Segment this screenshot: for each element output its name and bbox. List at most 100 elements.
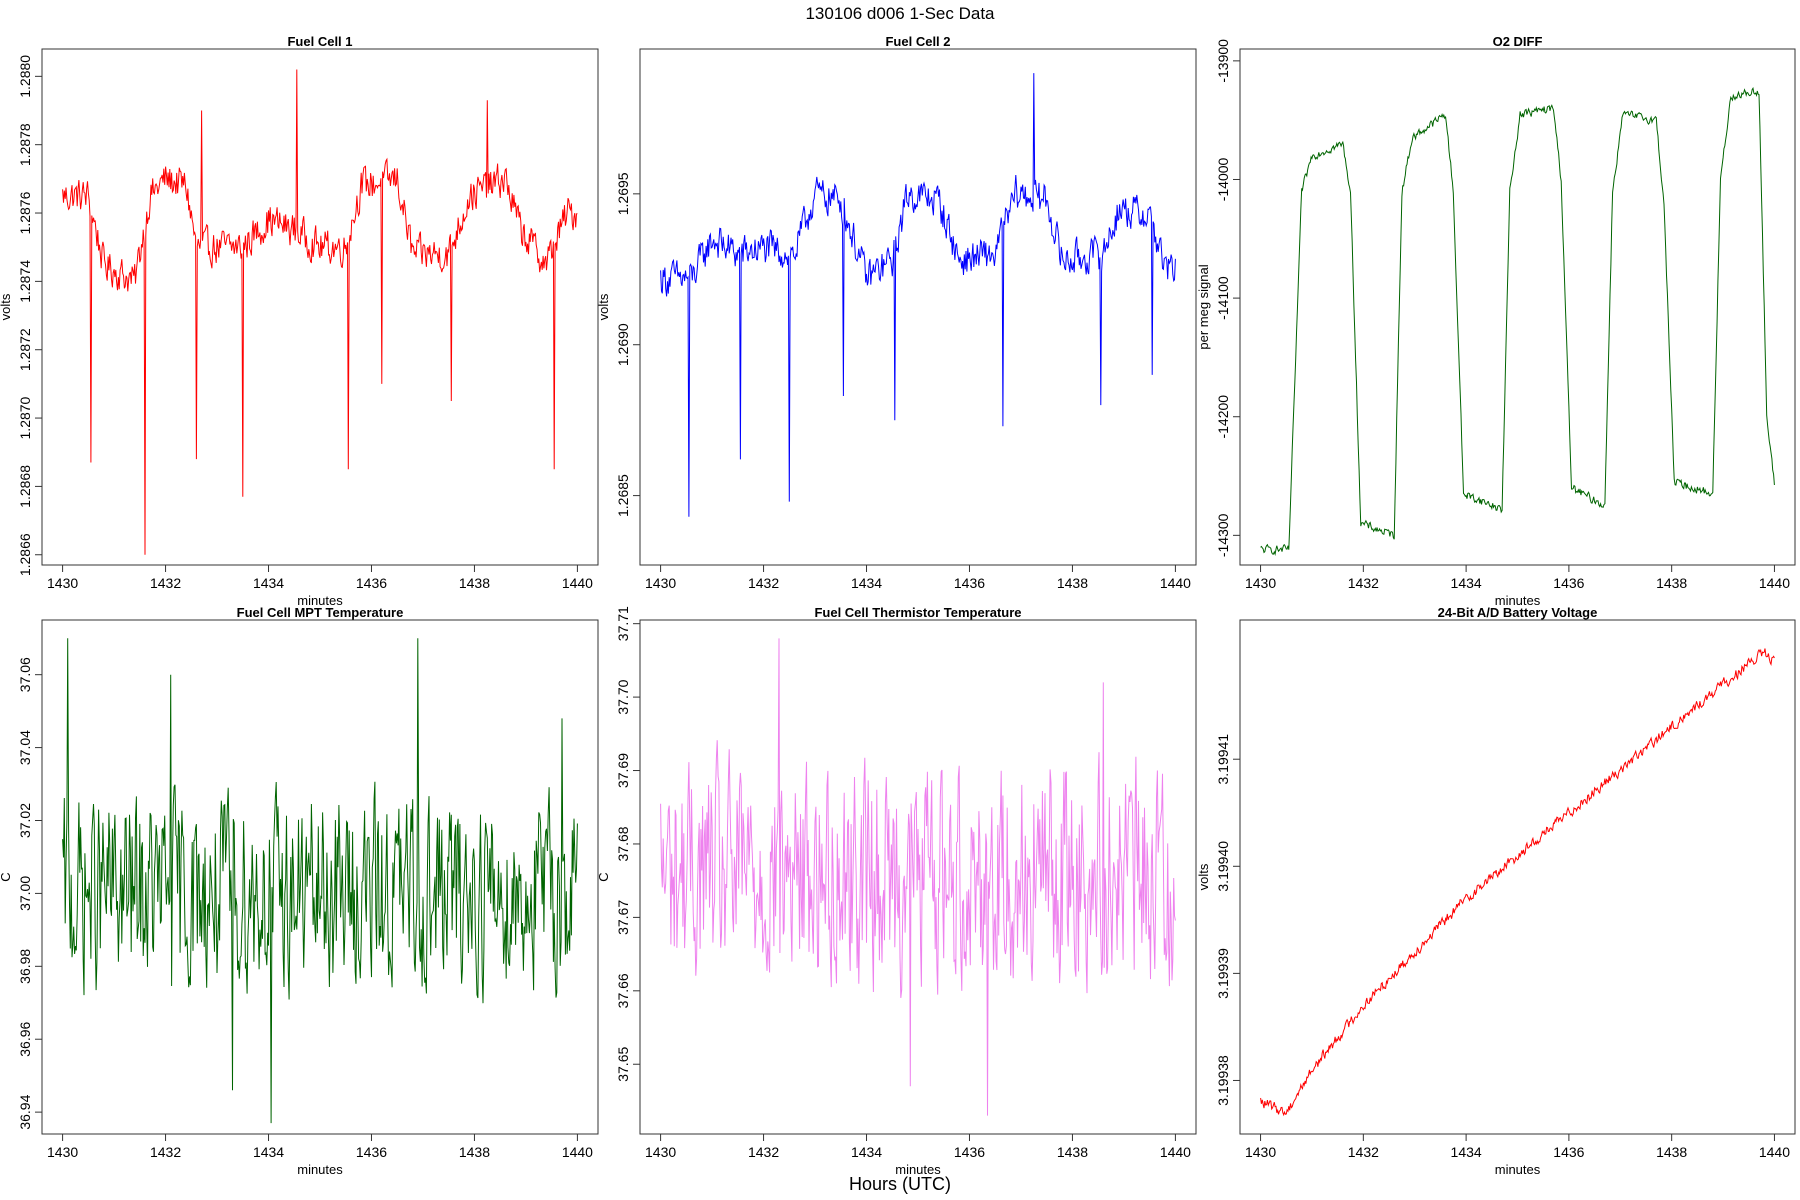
x-tick-label: 1434 <box>1451 575 1482 591</box>
x-tick-label: 1434 <box>253 1144 284 1160</box>
y-tick-label: 1.2878 <box>17 123 33 166</box>
panel-title: Fuel Cell Thermistor Temperature <box>814 605 1021 620</box>
y-tick-label: 3.19940 <box>1215 841 1231 892</box>
x-tick-label: 1436 <box>954 575 985 591</box>
y-tick-label: -14200 <box>1215 395 1231 439</box>
chart-panel-4: Fuel Cell MPT Temperature 1430 1432 1434 143… <box>0 605 599 1177</box>
y-tick-label: 3.19941 <box>1215 734 1231 785</box>
y-axis-label: volts <box>1196 863 1211 890</box>
x-axis-label: minutes <box>895 1162 941 1177</box>
x-axis-label: minutes <box>297 593 343 608</box>
x-tick-label: 1438 <box>1057 575 1088 591</box>
y-tick-label: 37.68 <box>615 826 631 861</box>
y-tick-label: 37.06 <box>17 657 33 692</box>
y-tick-label: -13900 <box>1215 39 1231 83</box>
x-tick-label: 1436 <box>356 575 387 591</box>
x-tick-label: 1432 <box>150 1144 181 1160</box>
x-tick-label: 1440 <box>562 575 593 591</box>
y-tick-label: -14000 <box>1215 157 1231 201</box>
x-axis-label: minutes <box>297 1162 343 1177</box>
y-axis-label: volts <box>596 293 611 320</box>
x-tick-label: 1432 <box>748 1144 779 1160</box>
y-tick-label: 1.2695 <box>615 172 631 215</box>
x-tick-label: 1430 <box>645 1144 676 1160</box>
x-tick-label: 1438 <box>1057 1144 1088 1160</box>
x-tick-label: 1438 <box>1656 1144 1687 1160</box>
x-tick-label: 1440 <box>562 1144 593 1160</box>
panel-title: Fuel Cell 2 <box>885 34 950 49</box>
plot-frame <box>639 619 1197 1135</box>
x-tick-label: 1430 <box>1245 1144 1276 1160</box>
chart-panels: Fuel Cell 1 1430 1432 1434 1436 1438 1440 minut… <box>0 34 1796 1177</box>
x-tick-label: 1430 <box>47 1144 78 1160</box>
y-tick-label: 1.2872 <box>17 328 33 371</box>
y-tick-label: 1.2876 <box>17 191 33 234</box>
chart-panel-3: O2 DIFF 1430 1432 1434 1436 1438 1440 minutes -1… <box>1196 34 1796 608</box>
x-tick-label: 1440 <box>1160 1144 1191 1160</box>
x-tick-label: 1436 <box>356 1144 387 1160</box>
series-line <box>62 638 578 1124</box>
panel-title: Fuel Cell 1 <box>287 34 352 49</box>
x-tick-label: 1440 <box>1160 575 1191 591</box>
y-tick-label: 37.00 <box>17 876 33 911</box>
y-tick-label: -14100 <box>1215 276 1231 320</box>
x-tick-label: 1436 <box>1553 575 1584 591</box>
chart-panel-2: Fuel Cell 2 1430 1432 1434 1436 1438 1440 1.268… <box>596 34 1197 591</box>
y-axis-label: volts <box>0 293 13 320</box>
plot-frame <box>1239 619 1796 1135</box>
y-tick-label: 1.2690 <box>615 323 631 366</box>
y-tick-label: 36.96 <box>17 1021 33 1056</box>
x-tick-label: 1430 <box>1245 575 1276 591</box>
x-tick-label: 1440 <box>1759 575 1790 591</box>
x-tick-label: 1432 <box>1348 1144 1379 1160</box>
y-tick-label: 36.98 <box>17 949 33 984</box>
series-line <box>660 73 1176 517</box>
y-axis-label: C <box>0 872 13 881</box>
series-line <box>1260 648 1775 1117</box>
y-tick-label: 36.94 <box>17 1094 33 1129</box>
chart-panel-6: 24-Bit A/D Battery Voltage 1430 1432 1434 14… <box>1196 605 1796 1177</box>
y-tick-label: 3.19939 <box>1215 948 1231 999</box>
x-tick-label: 1438 <box>459 1144 490 1160</box>
x-axis-label: minutes <box>1495 1162 1541 1177</box>
plot-frame <box>1239 48 1796 566</box>
panel-title: 24-Bit A/D Battery Voltage <box>1438 605 1598 620</box>
x-tick-label: 1436 <box>954 1144 985 1160</box>
y-tick-label: 1.2870 <box>17 396 33 439</box>
x-tick-label: 1438 <box>459 575 490 591</box>
y-tick-label: 1.2874 <box>17 260 33 303</box>
chart-panel-5: Fuel Cell Thermistor Temperature 1430 1432… <box>596 605 1197 1177</box>
y-tick-label: 37.02 <box>17 803 33 838</box>
plot-frame <box>639 48 1197 566</box>
x-tick-label: 1430 <box>645 575 676 591</box>
y-tick-label: 3.19938 <box>1215 1055 1231 1106</box>
x-tick-label: 1434 <box>1451 1144 1482 1160</box>
x-tick-label: 1438 <box>1656 575 1687 591</box>
y-tick-label: 37.67 <box>615 900 631 935</box>
x-tick-label: 1432 <box>1348 575 1379 591</box>
y-axis-label: C <box>596 872 611 881</box>
plot-frame <box>41 619 599 1135</box>
y-axis-label: per meg signal <box>1196 264 1211 349</box>
y-tick-label: 1.2866 <box>17 533 33 576</box>
x-tick-label: 1440 <box>1759 1144 1790 1160</box>
x-tick-label: 1430 <box>47 575 78 591</box>
y-tick-label: 37.04 <box>17 730 33 765</box>
x-tick-label: 1432 <box>150 575 181 591</box>
y-tick-label: 37.65 <box>615 1047 631 1082</box>
series-line <box>62 69 578 555</box>
x-tick-label: 1434 <box>851 575 882 591</box>
y-tick-label: 1.2880 <box>17 55 33 98</box>
y-tick-label: 37.69 <box>615 753 631 788</box>
y-tick-label: 1.2685 <box>615 474 631 517</box>
chart-panel-1: Fuel Cell 1 1430 1432 1434 1436 1438 1440 minut… <box>0 34 599 608</box>
y-tick-label: 1.2868 <box>17 465 33 508</box>
x-axis-label: minutes <box>1495 593 1541 608</box>
x-tick-label: 1432 <box>748 575 779 591</box>
x-tick-label: 1436 <box>1553 1144 1584 1160</box>
y-tick-label: 37.70 <box>615 679 631 714</box>
y-tick-label: 37.71 <box>615 606 631 641</box>
panel-title: O2 DIFF <box>1493 34 1543 49</box>
figure-bottom-xlabel: Hours (UTC) <box>849 1174 951 1194</box>
